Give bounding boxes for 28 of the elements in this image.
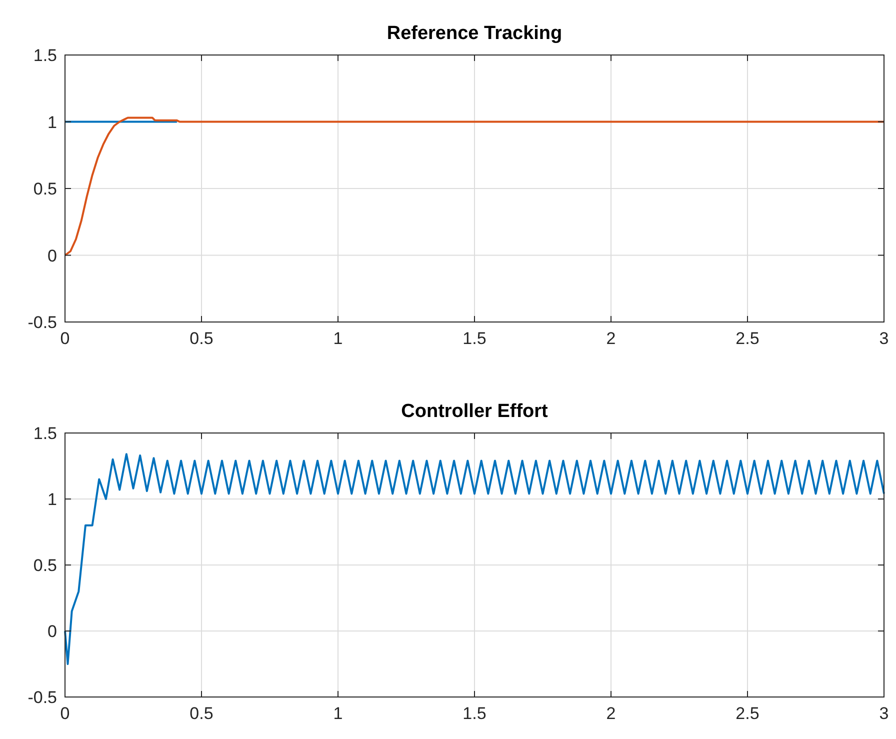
x-tick-label: 0.5: [190, 329, 214, 348]
y-tick-label: 1.5: [33, 46, 57, 65]
x-tick-label: 1.5: [462, 704, 486, 723]
x-tick-label: 3: [879, 329, 889, 348]
x-tick-label: 2.5: [736, 704, 760, 723]
line-series: [64, 453, 885, 665]
chart-title: Reference Tracking: [386, 23, 562, 44]
chart-title: Controller Effort: [401, 401, 549, 422]
x-tick-label: 1.5: [462, 329, 486, 348]
y-tick-label: 0: [48, 246, 57, 266]
x-tick-label: 2: [606, 704, 616, 723]
x-tick-label: 0.5: [190, 704, 214, 723]
x-tick-label: 2: [606, 329, 616, 348]
y-tick-label: 0.5: [33, 556, 57, 575]
x-tick-label: 1: [333, 704, 343, 723]
y-tick-label: -0.5: [28, 688, 57, 707]
y-tick-label: 1.5: [33, 424, 57, 443]
x-tick-label: 0: [60, 704, 70, 723]
y-tick-label: 0.5: [33, 180, 57, 198]
x-tick-label: 1: [333, 329, 343, 348]
y-tick-label: 1: [48, 112, 57, 132]
y-tick-label: 1: [48, 490, 57, 509]
y-tick-label: -0.5: [28, 313, 57, 332]
x-tick-label: 0: [60, 329, 70, 348]
y-tick-label: 0: [48, 622, 57, 641]
line-series: [64, 116, 885, 256]
x-tick-label: 3: [879, 704, 889, 723]
x-tick-label: 2.5: [736, 329, 760, 348]
